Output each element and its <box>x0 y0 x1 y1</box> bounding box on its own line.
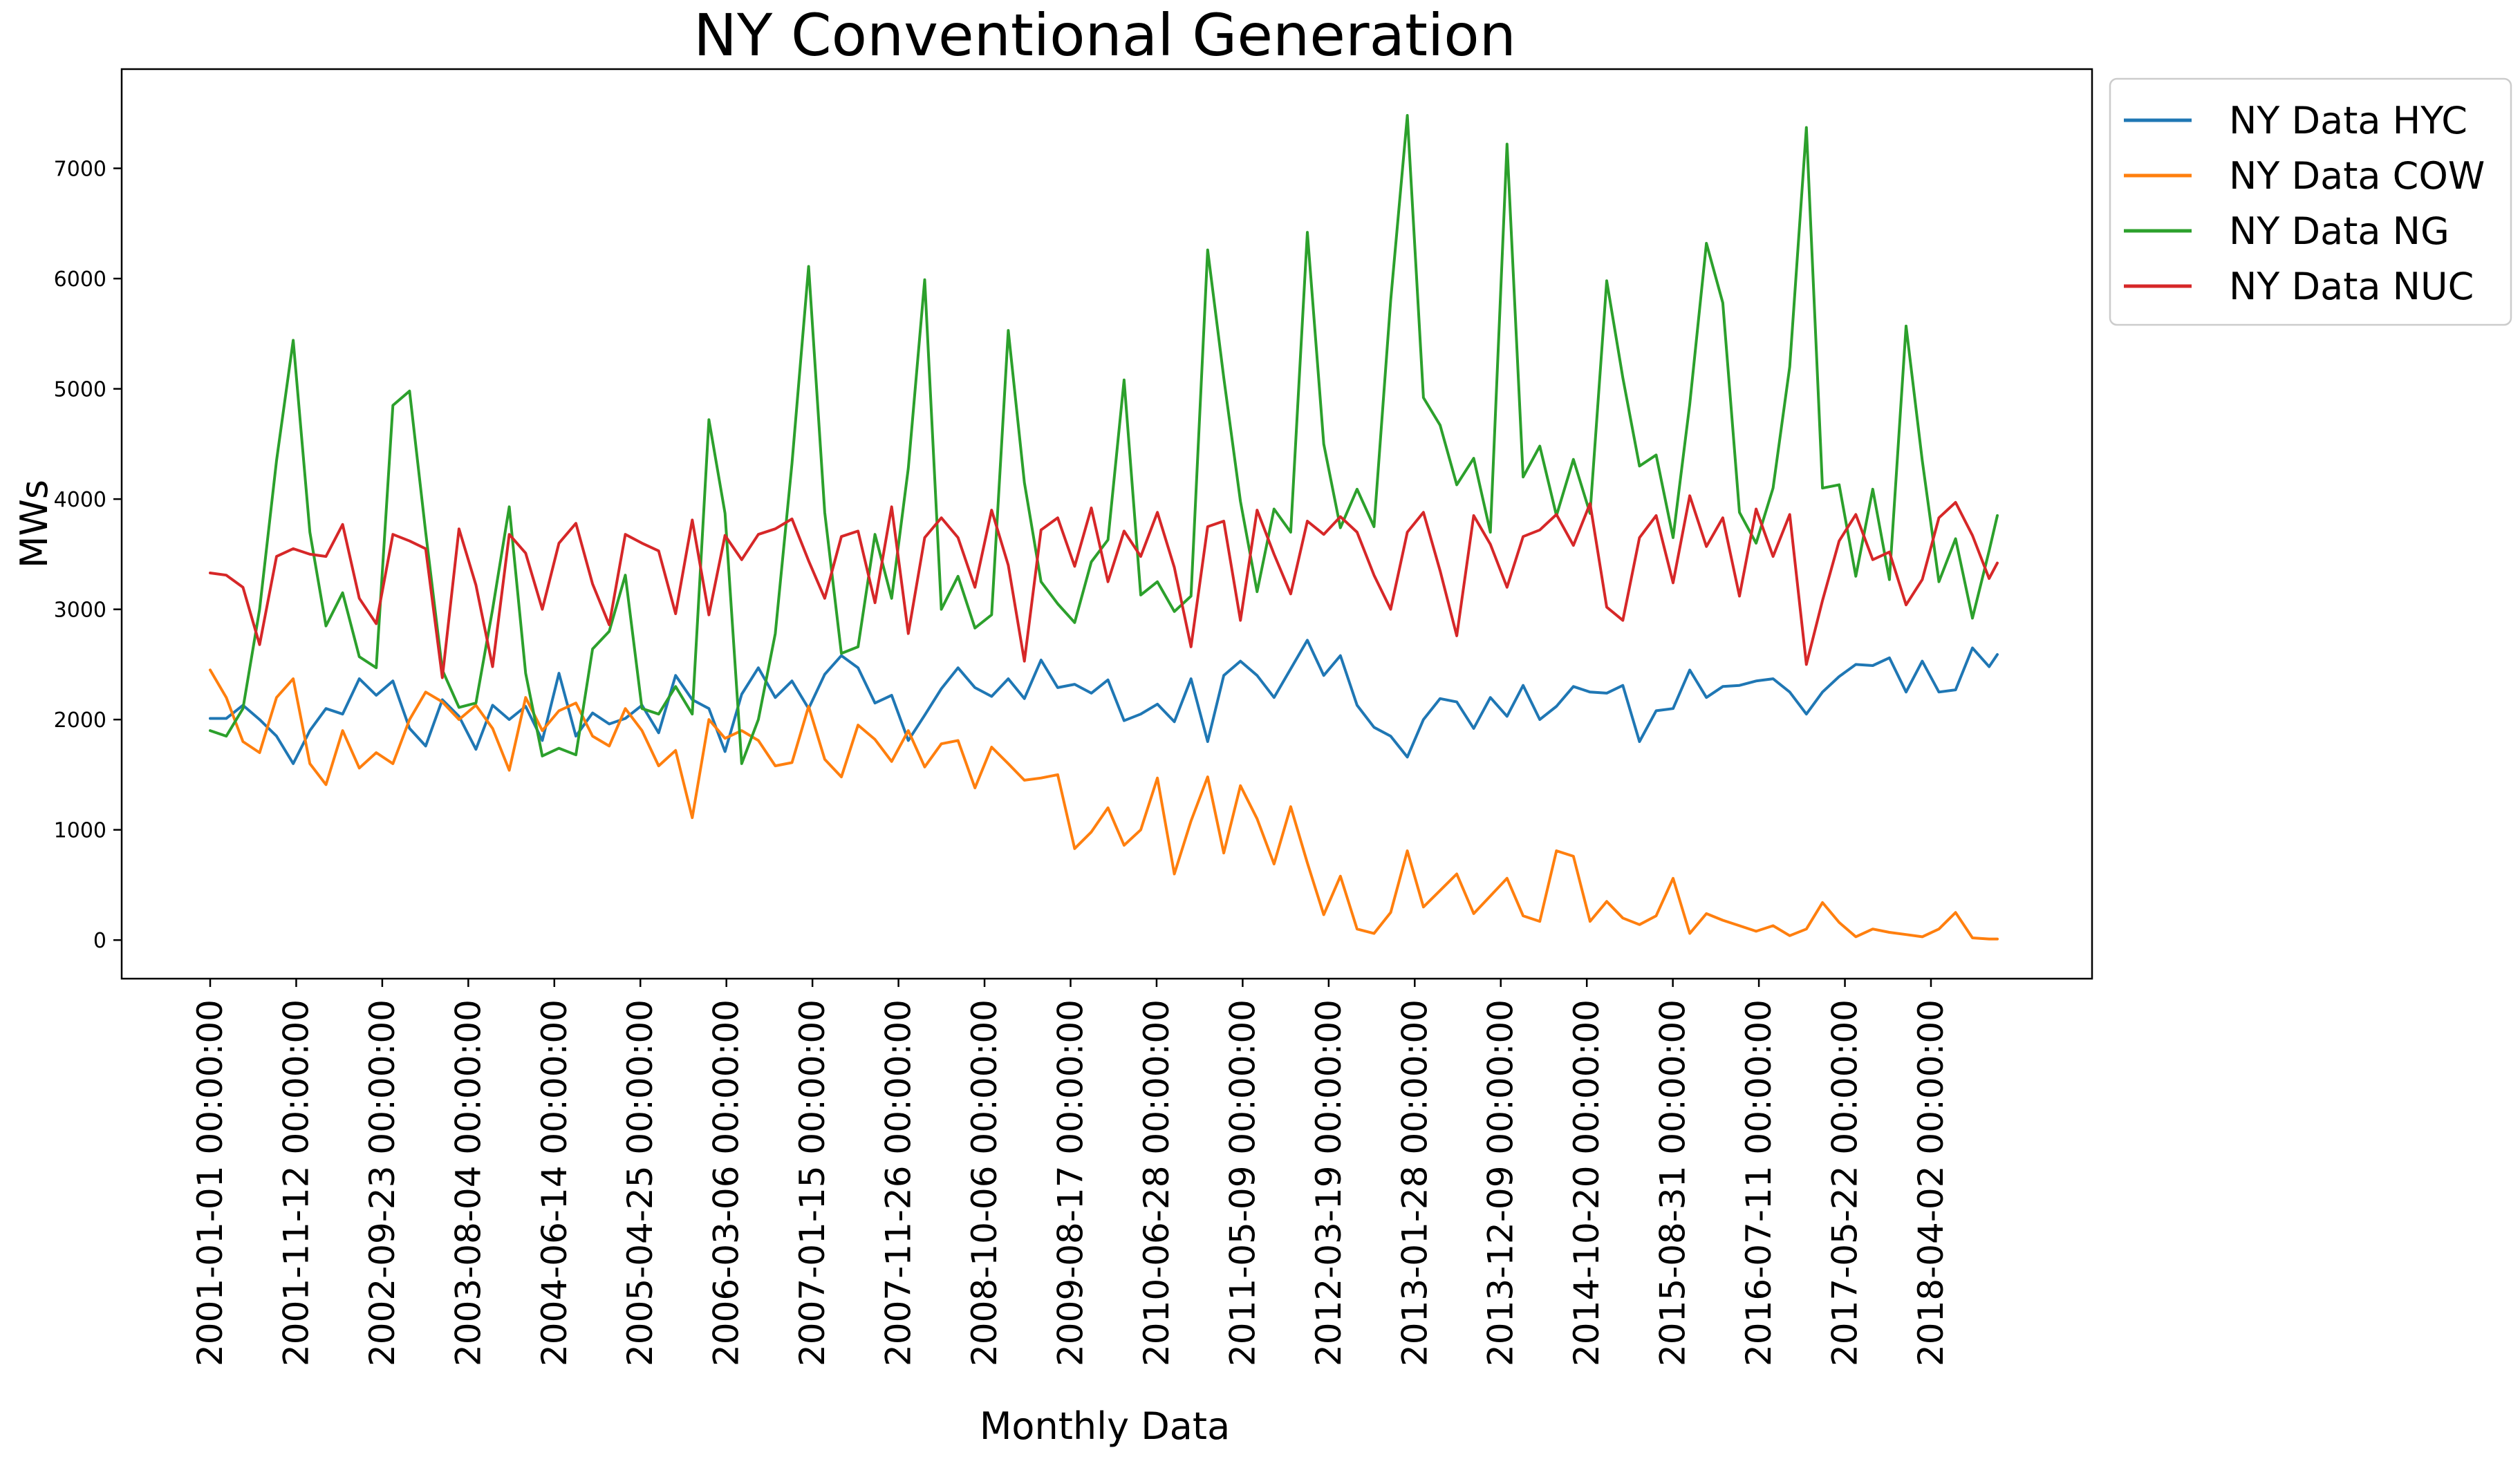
legend-label: NY Data NG <box>2229 209 2449 253</box>
x-tick-label: 2005-04-25 00:00:00 <box>620 999 660 1366</box>
series-line-ny-data-cow <box>209 668 1999 941</box>
x-tick-label: 2010-06-28 00:00:00 <box>1137 999 1177 1366</box>
y-axis: 0 1000 2000 3000 4000 5000 6000 7000 <box>54 158 122 953</box>
x-tick-label: 2017-05-22 00:00:00 <box>1825 999 1865 1366</box>
x-tick-label: 2007-01-15 00:00:00 <box>792 999 832 1366</box>
y-tick-label: 6000 <box>54 267 106 292</box>
plot-area <box>209 114 1999 941</box>
series-line-ny-data-nuc <box>209 494 1999 679</box>
x-tick-label: 2009-08-17 00:00:00 <box>1050 999 1090 1366</box>
x-tick-label: 2015-08-31 00:00:00 <box>1653 999 1693 1366</box>
y-tick-label: 4000 <box>54 488 106 512</box>
x-tick-label: 2007-11-26 00:00:00 <box>879 999 919 1366</box>
plot-frame <box>120 68 2093 980</box>
x-tick-label: 2001-11-12 00:00:00 <box>276 999 316 1366</box>
x-tick-label: 2012-03-19 00:00:00 <box>1309 999 1349 1366</box>
x-tick-label: 2011-05-09 00:00:00 <box>1222 999 1262 1366</box>
y-axis-label: MWs <box>12 480 56 568</box>
x-tick-label: 2013-12-09 00:00:00 <box>1481 999 1521 1366</box>
x-tick-label: 2018-04-02 00:00:00 <box>1911 999 1951 1366</box>
legend-frame <box>2109 77 2512 326</box>
legend: NY Data HYC NY Data COW NY Data NG NY Data … <box>2109 77 2512 326</box>
x-tick-label: 2006-03-06 00:00:00 <box>707 999 747 1366</box>
x-tick-label: 2002-09-23 00:00:00 <box>362 999 402 1366</box>
y-tick-label: 2000 <box>54 708 106 733</box>
chart-title: NY Conventional Generation <box>693 1 1516 69</box>
x-tick-label: 2014-10-20 00:00:00 <box>1567 999 1607 1366</box>
legend-label: NY Data NUC <box>2229 265 2474 308</box>
y-tick-label: 3000 <box>54 599 106 623</box>
x-axis-label: Monthly Data <box>980 1404 1230 1448</box>
x-tick-label: 2013-01-28 00:00:00 <box>1394 999 1435 1366</box>
y-tick-label: 0 <box>93 929 106 953</box>
y-tick-label: 7000 <box>54 158 106 182</box>
x-tick-label: 2001-01-01 00:00:00 <box>190 999 230 1366</box>
series-line-ny-data-hyc <box>209 639 1999 765</box>
x-axis: 2001-01-01 00:00:00 2001-11-12 00:00:00 20… <box>190 979 1951 1366</box>
x-tick-label: 2004-06-14 00:00:00 <box>534 999 575 1366</box>
x-tick-label: 2008-10-06 00:00:00 <box>964 999 1005 1366</box>
legend-label: NY Data HYC <box>2229 99 2467 142</box>
series-line-ny-data-ng <box>209 114 1999 765</box>
x-tick-label: 2016-07-11 00:00:00 <box>1739 999 1779 1366</box>
x-tick-label: 2003-08-04 00:00:00 <box>448 999 488 1366</box>
y-tick-label: 5000 <box>54 378 106 402</box>
legend-label: NY Data COW <box>2229 154 2485 198</box>
y-tick-label: 1000 <box>54 819 106 843</box>
